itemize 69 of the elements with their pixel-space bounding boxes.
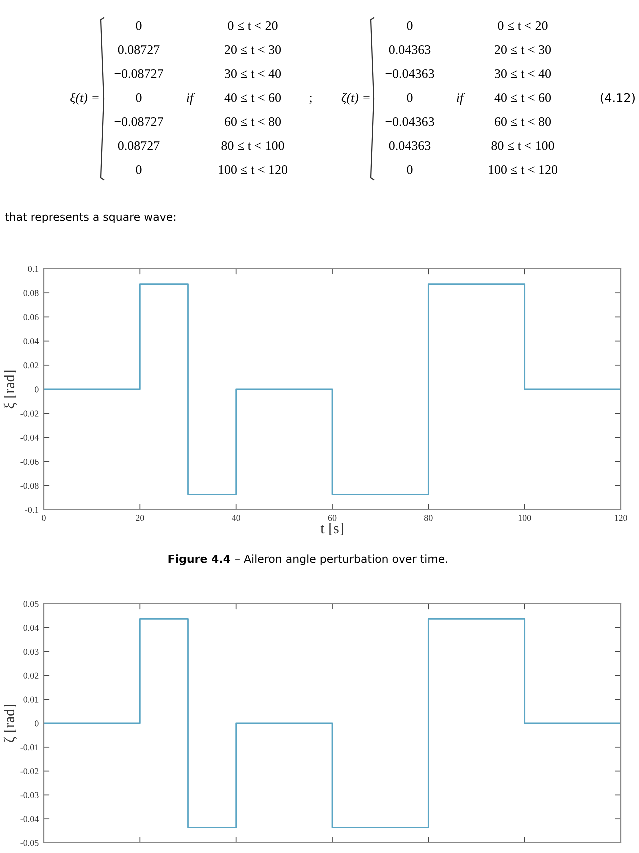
text: 100 ≤ t < 120 <box>219 165 288 174</box>
caption: Figure 4.4 <box>168 554 230 566</box>
text: 30 ≤ t < 40 <box>225 69 282 78</box>
y-tick-label: 0.04 <box>24 625 39 632</box>
text: if <box>187 93 196 105</box>
y-tick-label: 0.08 <box>24 290 39 296</box>
text: 0.04363 <box>389 45 431 54</box>
text: if <box>457 93 466 105</box>
text: 60 ≤ t < 80 <box>225 117 282 126</box>
text: 0.08727 <box>118 45 160 54</box>
y-tick-label: 0.1 <box>28 266 39 272</box>
y-axis-title: ξ [rad] <box>4 370 18 409</box>
y-tick-label: -0.05 <box>20 840 39 846</box>
y-tick-label: 0.02 <box>24 672 39 679</box>
y-tick-label: 0.04 <box>24 338 39 345</box>
x-tick-label: 40 <box>232 515 240 522</box>
text: 0.04363 <box>389 141 431 150</box>
text: 0 <box>407 165 413 174</box>
text: 20 ≤ t < 30 <box>495 45 552 54</box>
text: 80 ≤ t < 100 <box>492 141 554 150</box>
text: that represents a square wave: <box>5 212 176 224</box>
y-tick-label: -0.04 <box>20 816 39 822</box>
y-tick-label: 0.05 <box>24 601 39 608</box>
y-tick-label: 0.02 <box>24 362 39 369</box>
text: 0 <box>136 93 142 102</box>
y-tick-label: -0.04 <box>20 434 39 441</box>
text: 100 ≤ t < 120 <box>489 165 558 174</box>
text: 0 <box>407 93 413 102</box>
text: 40 ≤ t < 60 <box>224 93 282 102</box>
x-tick-label: 80 <box>424 515 433 522</box>
text: 40 ≤ t < 60 <box>494 93 552 102</box>
text: 0 ≤ t < 20 <box>498 21 548 30</box>
y-tick-label: 0.06 <box>24 314 39 320</box>
text: 60 ≤ t < 80 <box>495 117 552 126</box>
y-tick-label: -0.02 <box>20 410 39 417</box>
text: 30 ≤ t < 40 <box>495 69 552 78</box>
text: 0 ≤ t < 20 <box>228 21 278 30</box>
text: ; <box>310 96 312 104</box>
y-tick-label: -0.06 <box>20 458 39 466</box>
text: 80 ≤ t < 100 <box>222 141 284 150</box>
text: 0 <box>407 21 413 30</box>
x-tick-label: 0 <box>42 515 46 522</box>
x-axis-title: t [s] <box>320 523 344 536</box>
x-tick-label: 60 <box>328 515 337 522</box>
text: ζ(t) = <box>342 93 370 105</box>
y-tick-label: -0.02 <box>20 768 39 775</box>
text: −0.08727 <box>114 117 164 126</box>
text: 0 <box>136 21 142 30</box>
text: 20 ≤ t < 30 <box>225 45 282 54</box>
y-tick-label: 0.03 <box>24 648 39 656</box>
text: (4.12) <box>600 93 635 104</box>
text: ξ(t) = <box>70 93 99 105</box>
y-axis-title: ζ [rad] <box>4 705 18 742</box>
x-tick-label: 100 <box>518 515 532 522</box>
text: −0.04363 <box>386 117 434 126</box>
y-tick-label: -0.1 <box>25 507 39 514</box>
y-tick-label: -0.01 <box>20 744 39 751</box>
y-tick-label: 0 <box>34 386 39 393</box>
x-tick-label: 120 <box>615 515 628 522</box>
y-tick-label: 0 <box>34 720 39 727</box>
text: – Aileron angle perturbation over time. <box>236 554 448 566</box>
text: −0.04363 <box>386 69 434 78</box>
x-tick-label: 20 <box>136 515 144 522</box>
y-tick-label: 0.01 <box>24 696 39 703</box>
y-tick-label: -0.08 <box>20 483 39 490</box>
text: −0.08727 <box>114 69 164 78</box>
y-tick-label: -0.03 <box>20 792 39 798</box>
text: 0.08727 <box>118 141 160 150</box>
text: 0 <box>136 165 142 174</box>
